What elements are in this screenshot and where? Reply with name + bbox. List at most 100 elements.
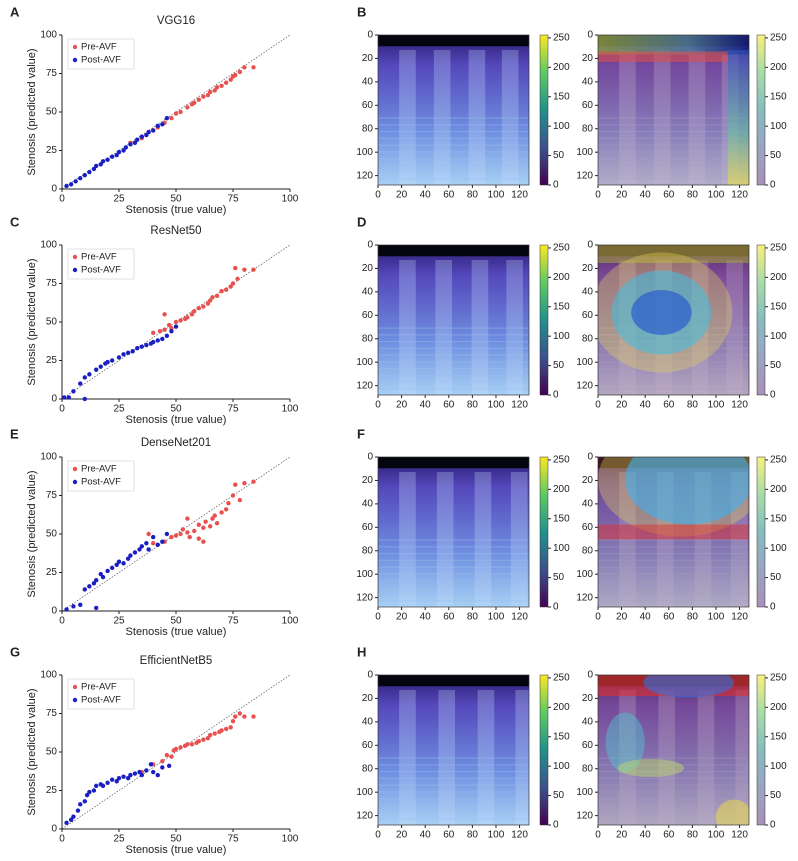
spectrogram-band bbox=[598, 124, 749, 126]
point bbox=[68, 182, 74, 187]
point bbox=[137, 547, 142, 552]
point bbox=[91, 581, 97, 586]
legend-marker bbox=[72, 466, 78, 472]
point bbox=[251, 714, 256, 719]
y-tick-label: 80 bbox=[582, 763, 594, 774]
point bbox=[173, 746, 179, 752]
legend-marker bbox=[72, 697, 78, 703]
point bbox=[164, 333, 170, 339]
spectrogram-stripe bbox=[688, 50, 706, 185]
y-tick-label: 75 bbox=[46, 278, 58, 289]
spectrogram-stripe bbox=[435, 260, 452, 395]
spectrogram bbox=[598, 675, 749, 825]
x-tick-label: 40 bbox=[420, 830, 432, 841]
x-tick-label: 75 bbox=[227, 194, 239, 205]
spectrogram-stripe bbox=[515, 690, 529, 825]
colorbar bbox=[539, 244, 549, 396]
x-tick-label: 40 bbox=[640, 400, 652, 411]
spectrogram-band bbox=[378, 388, 529, 390]
x-tick-label: 60 bbox=[443, 612, 455, 623]
legend-box bbox=[67, 460, 135, 492]
x-tick-label: 0 bbox=[595, 830, 601, 841]
point bbox=[237, 497, 243, 503]
y-tick-label: 100 bbox=[576, 357, 593, 368]
point bbox=[109, 565, 115, 571]
point bbox=[146, 531, 151, 537]
y-tick-label: 40 bbox=[582, 287, 594, 298]
heatmap-frame bbox=[597, 34, 750, 186]
point bbox=[169, 115, 174, 121]
spectrogram bbox=[378, 35, 529, 185]
y-tick-label: 0 bbox=[367, 670, 373, 681]
spectrogram-band bbox=[378, 151, 529, 153]
spectrogram-band bbox=[378, 791, 529, 793]
y-tick-label: 40 bbox=[362, 287, 374, 298]
point bbox=[192, 528, 197, 534]
legend-marker bbox=[72, 267, 78, 273]
colorbar-tick-label: 50 bbox=[770, 790, 782, 801]
point bbox=[121, 561, 126, 566]
heatmap-image bbox=[378, 35, 529, 185]
point bbox=[82, 587, 88, 592]
spectrogram-stripe bbox=[726, 260, 743, 395]
x-tick-label: 40 bbox=[420, 612, 432, 623]
y-tick-label: 80 bbox=[362, 333, 374, 344]
point bbox=[78, 381, 83, 386]
spectrogram-band bbox=[598, 771, 749, 773]
spectrogram-band bbox=[378, 586, 529, 588]
point bbox=[139, 772, 144, 778]
heatmap-image bbox=[378, 675, 529, 825]
point bbox=[75, 808, 81, 813]
colorbar-tick-label: 50 bbox=[553, 360, 565, 371]
y-tick-label: 0 bbox=[587, 452, 593, 463]
y-tick-label: 20 bbox=[582, 475, 594, 486]
point bbox=[223, 726, 229, 732]
point bbox=[214, 521, 220, 526]
spectrogram-top bbox=[378, 457, 529, 469]
spectrogram-band bbox=[378, 347, 529, 349]
point bbox=[160, 122, 165, 127]
point bbox=[228, 77, 233, 82]
point bbox=[151, 534, 156, 540]
point bbox=[242, 267, 247, 272]
spectrogram-band bbox=[378, 158, 529, 160]
x-tick-label: 80 bbox=[467, 830, 479, 841]
point bbox=[82, 375, 88, 380]
x-tick-label: 80 bbox=[687, 830, 699, 841]
point bbox=[210, 295, 215, 300]
spectrogram-band bbox=[598, 580, 749, 582]
point bbox=[164, 115, 170, 121]
y-tick-label: 20 bbox=[362, 263, 374, 274]
x-tick-label: 25 bbox=[113, 834, 125, 845]
colorbar-tick-label: 200 bbox=[553, 272, 570, 283]
y-tick-label: 80 bbox=[582, 333, 594, 344]
spectrogram-top bbox=[378, 245, 529, 257]
legend-marker bbox=[72, 684, 78, 690]
point bbox=[155, 123, 160, 129]
spectrogram-band bbox=[598, 804, 749, 806]
point bbox=[155, 772, 160, 778]
spectrogram-band bbox=[378, 124, 529, 126]
spectrogram-band bbox=[598, 144, 749, 146]
point bbox=[132, 771, 138, 776]
x-tick-label: 20 bbox=[616, 612, 628, 623]
x-tick-label: 80 bbox=[467, 190, 479, 201]
y-tick-label: 40 bbox=[362, 77, 374, 88]
spectrogram-band bbox=[378, 771, 529, 773]
x-tick-label: 60 bbox=[443, 190, 455, 201]
y-tick-label: 40 bbox=[582, 499, 594, 510]
colorbar-tick-label: 100 bbox=[770, 543, 787, 554]
colorbar-tick-label: 100 bbox=[553, 543, 570, 554]
x-tick-label: 80 bbox=[467, 612, 479, 623]
point bbox=[242, 714, 247, 719]
point bbox=[196, 739, 201, 744]
spectrogram-band bbox=[598, 354, 749, 356]
colorbar-tick-label: 0 bbox=[770, 390, 776, 401]
x-tick-label: 50 bbox=[170, 194, 182, 205]
colorbar-tick-label: 150 bbox=[770, 301, 787, 312]
colorbar-tick-label: 250 bbox=[553, 243, 570, 254]
spectrogram-stripe bbox=[477, 690, 495, 825]
y-tick-label: 120 bbox=[576, 592, 593, 603]
